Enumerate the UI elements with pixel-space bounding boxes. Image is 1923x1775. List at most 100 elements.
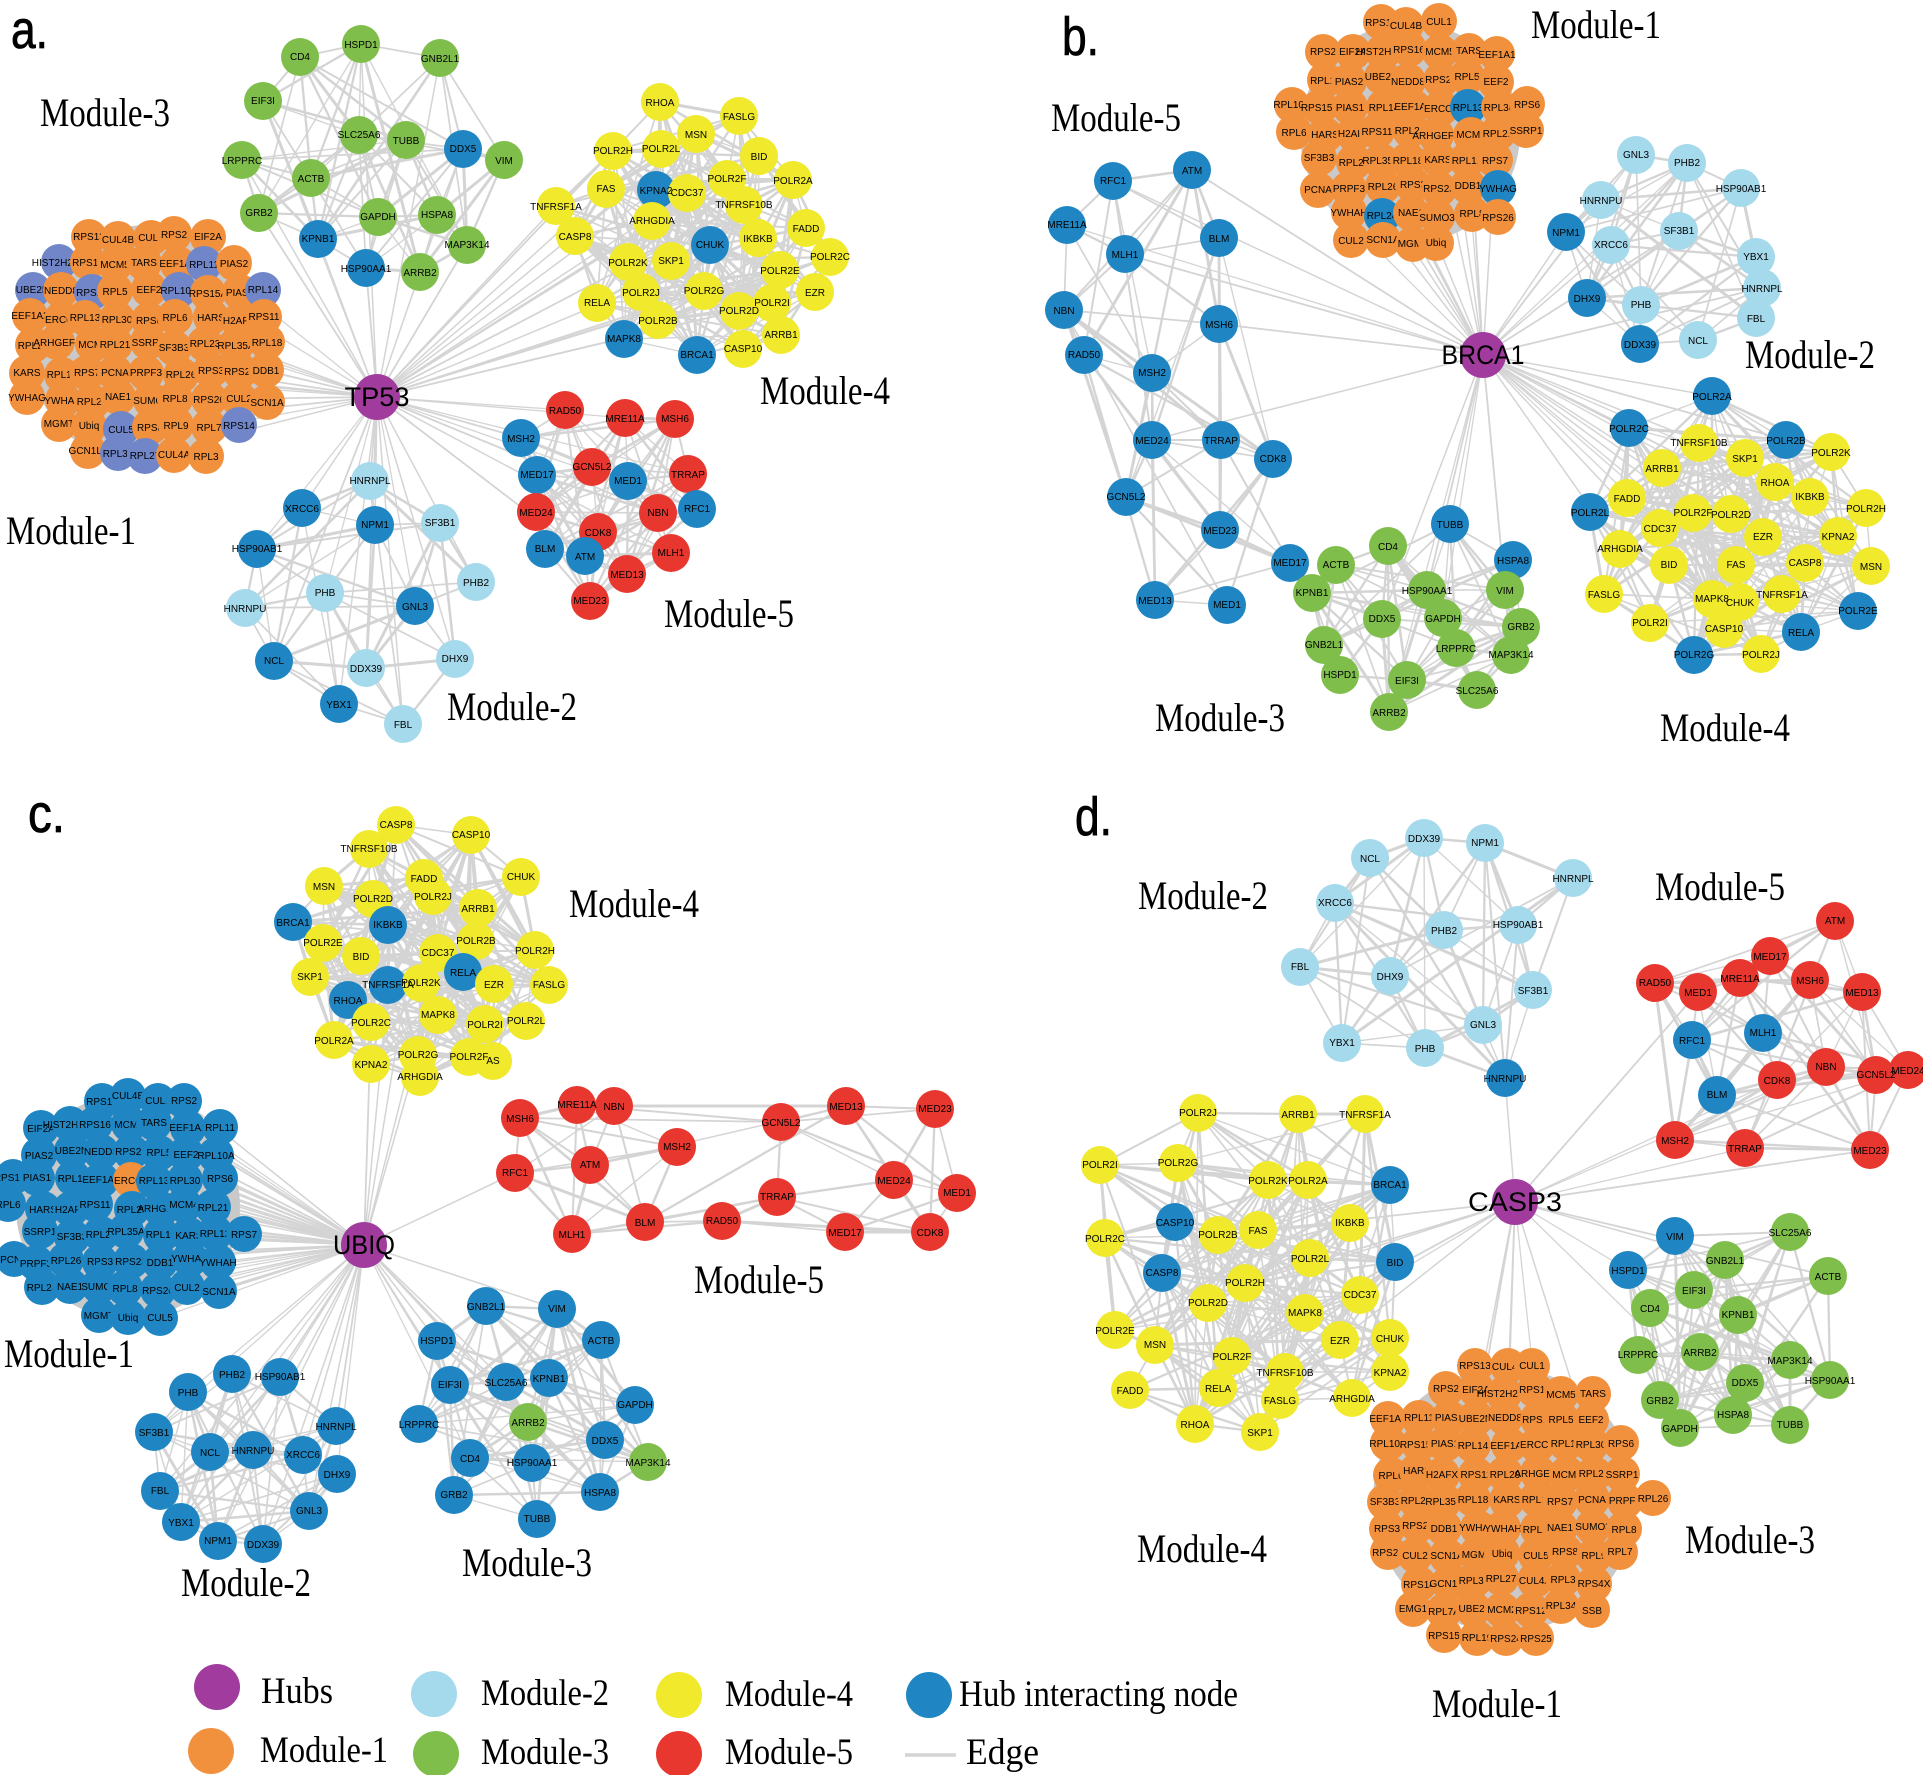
svg-text:RPS15A: RPS15A bbox=[189, 289, 228, 300]
svg-text:PCNA: PCNA bbox=[0, 1255, 28, 1266]
svg-text:POLR2J: POLR2J bbox=[1742, 650, 1780, 661]
svg-text:MED24: MED24 bbox=[1135, 436, 1169, 447]
svg-text:RPL8: RPL8 bbox=[112, 1284, 137, 1295]
svg-text:NEDD8: NEDD8 bbox=[44, 286, 78, 297]
svg-text:ACTB: ACTB bbox=[298, 174, 325, 185]
svg-text:POLR2J: POLR2J bbox=[1179, 1108, 1217, 1119]
svg-text:TNFRSF10B: TNFRSF10B bbox=[1670, 438, 1728, 449]
svg-text:EEF2: EEF2 bbox=[1483, 77, 1508, 88]
svg-text:KPNB1: KPNB1 bbox=[1296, 588, 1329, 599]
svg-text:RPL23: RPL23 bbox=[86, 1230, 117, 1241]
svg-text:RPL18: RPL18 bbox=[146, 1230, 177, 1241]
svg-text:KARS: KARS bbox=[1493, 1495, 1521, 1506]
svg-text:POLR2L: POLR2L bbox=[1571, 508, 1610, 519]
svg-text:EZR: EZR bbox=[1330, 1336, 1350, 1347]
svg-text:HIST2H2BE: HIST2H2BE bbox=[1356, 47, 1411, 58]
svg-text:CASP8: CASP8 bbox=[380, 820, 413, 831]
svg-text:Hubs: Hubs bbox=[261, 1671, 333, 1712]
svg-text:YWHAG: YWHAG bbox=[8, 393, 46, 404]
svg-text:EEF1A2: EEF1A2 bbox=[11, 311, 49, 322]
svg-text:EIF3I: EIF3I bbox=[438, 1380, 462, 1391]
svg-text:ARRB1: ARRB1 bbox=[1281, 1110, 1315, 1121]
svg-text:MED17: MED17 bbox=[1273, 558, 1307, 569]
svg-text:HARS: HARS bbox=[1311, 130, 1339, 141]
svg-text:POLR2J: POLR2J bbox=[622, 288, 660, 299]
svg-text:KPNA2: KPNA2 bbox=[355, 1060, 388, 1071]
svg-text:DHX9: DHX9 bbox=[442, 654, 469, 665]
svg-text:NCL: NCL bbox=[1688, 336, 1708, 347]
svg-text:MSH2: MSH2 bbox=[1661, 1136, 1689, 1147]
svg-text:RHOA: RHOA bbox=[1761, 478, 1790, 489]
svg-text:RPL21: RPL21 bbox=[198, 1203, 229, 1214]
svg-text:POLR2I: POLR2I bbox=[754, 298, 790, 309]
svg-text:RPL30: RPL30 bbox=[170, 1176, 201, 1187]
svg-text:KPNA2: KPNA2 bbox=[1822, 532, 1855, 543]
svg-text:RPS2: RPS2 bbox=[1433, 1384, 1460, 1395]
svg-text:Module-2: Module-2 bbox=[181, 1560, 311, 1605]
svg-text:RPS2: RPS2 bbox=[161, 230, 188, 241]
svg-text:RFC1: RFC1 bbox=[502, 1168, 529, 1179]
svg-text:ACTB: ACTB bbox=[1815, 1272, 1842, 1283]
svg-text:RPS3: RPS3 bbox=[87, 1257, 114, 1268]
svg-text:b.: b. bbox=[1062, 7, 1099, 67]
svg-text:POLR2G: POLR2G bbox=[1158, 1158, 1199, 1169]
svg-text:Ubiq: Ubiq bbox=[79, 421, 100, 432]
svg-text:CD4: CD4 bbox=[1640, 1304, 1660, 1315]
svg-text:ARRB1: ARRB1 bbox=[461, 904, 495, 915]
svg-text:RPS12: RPS12 bbox=[1515, 1606, 1547, 1617]
svg-text:Module-3: Module-3 bbox=[462, 1540, 592, 1585]
svg-text:RPL12: RPL12 bbox=[47, 370, 78, 381]
svg-text:SSRP1: SSRP1 bbox=[132, 338, 165, 349]
svg-text:KPNB1: KPNB1 bbox=[302, 234, 335, 245]
svg-text:RPL7: RPL7 bbox=[1607, 1547, 1632, 1558]
svg-text:ACTB: ACTB bbox=[588, 1336, 615, 1347]
svg-text:RPL5: RPL5 bbox=[146, 1148, 171, 1159]
svg-text:RPL7A: RPL7A bbox=[1428, 1607, 1460, 1618]
svg-text:SF3B1: SF3B1 bbox=[139, 1428, 170, 1439]
svg-text:RPS14: RPS14 bbox=[1403, 1580, 1435, 1591]
svg-text:RPS2: RPS2 bbox=[1310, 47, 1337, 58]
svg-text:GNB2L1: GNB2L1 bbox=[467, 1302, 506, 1313]
svg-text:RPL29: RPL29 bbox=[117, 1205, 148, 1216]
svg-text:GNB2L1: GNB2L1 bbox=[1305, 640, 1344, 651]
svg-text:RPS20: RPS20 bbox=[1522, 1415, 1554, 1426]
svg-text:IKBKB: IKBKB bbox=[1335, 1218, 1365, 1229]
svg-text:EZR: EZR bbox=[484, 980, 504, 991]
svg-text:MED17: MED17 bbox=[520, 470, 554, 481]
svg-text:MCM5: MCM5 bbox=[1546, 1390, 1576, 1401]
svg-text:Module-5: Module-5 bbox=[664, 591, 794, 636]
svg-text:GCN1L1: GCN1L1 bbox=[1430, 1579, 1469, 1590]
svg-text:BRCA1: BRCA1 bbox=[1442, 340, 1525, 370]
svg-text:LRPPRC: LRPPRC bbox=[399, 1420, 440, 1431]
svg-text:HSPA8: HSPA8 bbox=[1497, 556, 1529, 567]
svg-text:MRE11A: MRE11A bbox=[605, 414, 645, 425]
svg-text:POLR2L: POLR2L bbox=[1291, 1254, 1330, 1265]
svg-text:GNL3: GNL3 bbox=[1623, 150, 1650, 161]
svg-text:RELA: RELA bbox=[1205, 1384, 1231, 1395]
svg-text:VIM: VIM bbox=[1496, 586, 1514, 597]
svg-text:MRE11A: MRE11A bbox=[1047, 220, 1087, 231]
svg-text:RHOA: RHOA bbox=[334, 996, 363, 1007]
svg-text:NAE1: NAE1 bbox=[57, 1282, 84, 1293]
svg-text:SSRP1: SSRP1 bbox=[24, 1227, 57, 1238]
svg-text:CDK8: CDK8 bbox=[1260, 454, 1287, 465]
svg-text:BID: BID bbox=[751, 152, 768, 163]
svg-text:RPL23: RPL23 bbox=[190, 339, 221, 350]
svg-text:UBE2M: UBE2M bbox=[1459, 1414, 1493, 1425]
svg-text:NBN: NBN bbox=[1053, 306, 1074, 317]
svg-text:HSP90AB1: HSP90AB1 bbox=[255, 1372, 306, 1383]
svg-text:RPL8: RPL8 bbox=[1459, 209, 1484, 220]
svg-text:KPNA2: KPNA2 bbox=[640, 186, 673, 197]
svg-text:MED1: MED1 bbox=[614, 476, 642, 487]
svg-text:HARS: HARS bbox=[29, 1205, 57, 1216]
svg-text:RPL7: RPL7 bbox=[196, 423, 221, 434]
svg-text:Module-1: Module-1 bbox=[1432, 1681, 1562, 1726]
svg-text:Module-2: Module-2 bbox=[1138, 873, 1268, 918]
svg-text:ARRB2: ARRB2 bbox=[1683, 1348, 1717, 1359]
svg-text:BID: BID bbox=[1661, 560, 1678, 571]
svg-text:GAPDH: GAPDH bbox=[617, 1400, 653, 1411]
svg-text:HSP90AB1: HSP90AB1 bbox=[1493, 920, 1544, 931]
svg-text:CUL4A: CUL4A bbox=[1519, 1576, 1552, 1587]
svg-text:HSP90AB1: HSP90AB1 bbox=[1716, 184, 1767, 195]
svg-text:DDB1: DDB1 bbox=[253, 366, 280, 377]
